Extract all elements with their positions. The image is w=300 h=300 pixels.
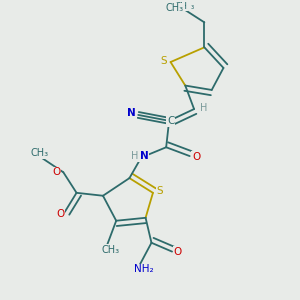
Text: C: C — [167, 116, 174, 126]
Text: N: N — [128, 109, 136, 118]
Text: ₃: ₃ — [191, 2, 194, 11]
Text: CH: CH — [174, 2, 188, 11]
Text: NH₂: NH₂ — [134, 264, 154, 274]
Text: N: N — [140, 151, 148, 161]
Text: CH₃: CH₃ — [31, 148, 49, 158]
Text: H: H — [131, 151, 138, 161]
Text: CH₃: CH₃ — [101, 244, 119, 254]
Text: CH₃: CH₃ — [166, 3, 184, 13]
Text: O: O — [56, 209, 64, 219]
Text: S: S — [156, 186, 163, 196]
Text: S: S — [161, 56, 167, 66]
Text: O: O — [53, 167, 61, 177]
Text: O: O — [192, 152, 200, 162]
Text: H: H — [200, 103, 207, 112]
Text: O: O — [173, 247, 182, 256]
